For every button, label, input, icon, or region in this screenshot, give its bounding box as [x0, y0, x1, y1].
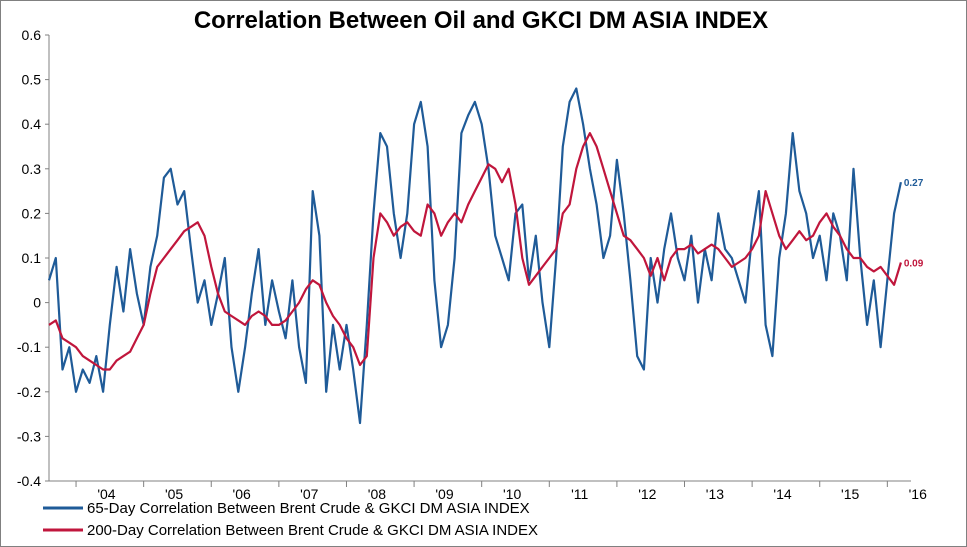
legend-label-200-day: 200-Day Correlation Between Brent Crude … [87, 522, 538, 539]
y-tick-label: 0.6 [22, 27, 42, 43]
x-tick-label: '14 [773, 486, 791, 502]
legend: 65-Day Correlation Between Brent Crude &… [43, 500, 538, 539]
series-200-day-line [48, 132, 902, 371]
series-65-day-line [47, 87, 902, 425]
x-tick-label: '05 [165, 486, 183, 502]
x-tick-label: '08 [368, 486, 386, 502]
y-tick-label: -0.2 [17, 384, 41, 400]
y-tick-label: 0 [33, 295, 41, 311]
x-tick-label: '09 [435, 486, 453, 502]
series-200-day-end-label: 0.09 [904, 258, 924, 269]
x-tick-label: '11 [571, 486, 588, 502]
y-tick-label: -0.3 [17, 428, 41, 444]
plot-area [48, 35, 911, 482]
y-tick-label: 0.3 [22, 161, 42, 177]
x-tick-label: '16 [909, 486, 927, 502]
series-65-day-end-label: 0.27 [904, 178, 924, 189]
series-group: 0.27 0.09 [47, 87, 924, 425]
y-tick-label: 0.4 [22, 116, 42, 132]
x-tick-label: '12 [638, 486, 656, 502]
x-tick-label: '04 [97, 486, 115, 502]
x-tick-label: '06 [233, 486, 251, 502]
x-axis: '04 '05 '06 '07 '08 '09 '10 '11 '12 '13 '14 '15 '16 [75, 481, 927, 502]
y-tick-label: 0.2 [22, 205, 42, 221]
y-tick-label: 0.1 [22, 250, 42, 266]
x-tick-label: '13 [706, 486, 724, 502]
y-tick-label: -0.4 [17, 473, 41, 489]
y-tick-label: 0.5 [22, 72, 42, 88]
chart-title: Correlation Between Oil and GKCI DM ASIA… [194, 7, 768, 34]
legend-label-65-day: 65-Day Correlation Between Brent Crude &… [87, 500, 530, 517]
x-tick-label: '10 [503, 486, 521, 502]
x-tick-label: '07 [300, 486, 318, 502]
x-tick-label: '15 [841, 486, 859, 502]
y-tick-label: -0.1 [17, 339, 41, 355]
y-axis: 0.6 0.5 0.4 0.3 0.2 0.1 0 -0.1 -0.2 -0.3 -0.4 [17, 27, 49, 489]
